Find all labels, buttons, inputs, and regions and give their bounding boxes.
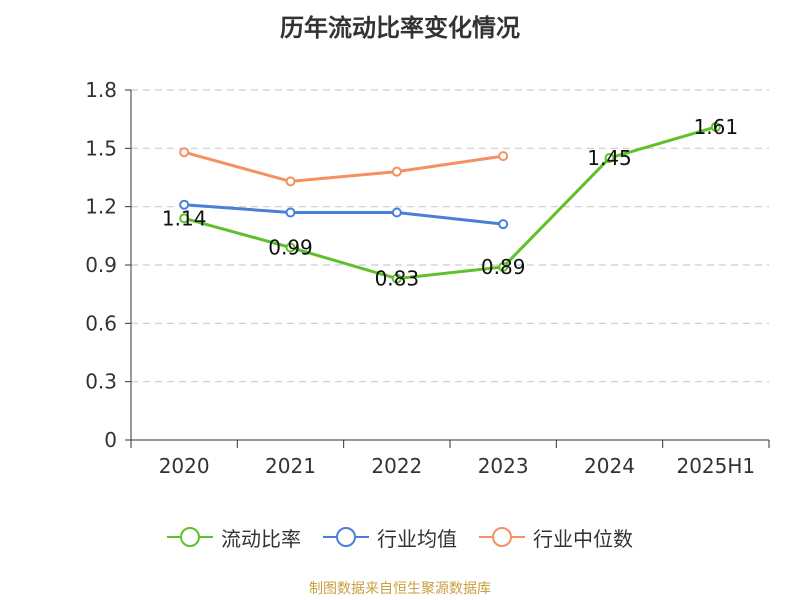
- x-tick-label: 2021: [265, 454, 316, 478]
- series-point: [285, 176, 296, 187]
- series-line: [184, 203, 504, 226]
- legend-marker: [180, 527, 200, 547]
- series-point: [391, 166, 402, 177]
- series-point: [498, 151, 509, 162]
- legend: 流动比率 行业均值 行业中位数: [0, 520, 800, 554]
- series-point: [710, 121, 721, 132]
- series-line: [183, 125, 717, 281]
- y-tick-label: 0.3: [85, 370, 117, 394]
- legend-item[interactable]: 流动比率: [167, 523, 301, 552]
- series-point: [604, 153, 615, 164]
- series-point: [179, 147, 190, 158]
- series-layer: [179, 121, 721, 284]
- legend-swatch-icon: [479, 527, 525, 547]
- data-label: 1.14: [162, 206, 207, 230]
- x-tick-label: 2025H1: [676, 454, 755, 478]
- data-label-layer: 1.14 0.99 0.83 0.89 1.45 1.61: [162, 115, 738, 291]
- legend-item[interactable]: 行业均值: [323, 523, 457, 552]
- legend-swatch-icon: [167, 527, 213, 547]
- x-tick-label: 2024: [584, 454, 635, 478]
- axis-layer: 0 0.3 0.6 0.9 1.2 1.5 1.8 2020 2021 2022 2023 2024 2…: [85, 78, 770, 478]
- series-point: [498, 219, 509, 230]
- data-label: 0.99: [268, 236, 313, 260]
- y-tick-label: 0: [104, 428, 117, 452]
- legend-label: 行业中位数: [533, 526, 633, 551]
- x-tick-label: 2022: [371, 454, 422, 478]
- series-line: [183, 150, 504, 183]
- y-tick-label: 1.5: [85, 136, 117, 160]
- source-note: 制图数据来自恒生聚源数据库: [309, 581, 491, 597]
- data-label: 0.89: [481, 255, 526, 279]
- series-point: [285, 207, 296, 218]
- x-tick-label: 2020: [159, 454, 210, 478]
- legend-marker: [336, 527, 356, 547]
- legend-label: 行业均值: [377, 526, 457, 551]
- x-tick-label: 2023: [478, 454, 529, 478]
- y-tick-label: 0.6: [85, 311, 117, 335]
- legend-marker: [492, 527, 512, 547]
- data-label: 0.83: [375, 267, 420, 291]
- series-point: [391, 273, 402, 284]
- chart-title: 历年流动比率变化情况: [280, 14, 520, 42]
- data-label: 1.61: [694, 115, 739, 139]
- series-point: [391, 207, 402, 218]
- data-label: 1.45: [587, 146, 632, 170]
- series-point: [498, 261, 509, 272]
- y-tick-label: 1.2: [85, 195, 117, 219]
- legend-item[interactable]: 行业中位数: [479, 523, 633, 552]
- legend-swatch-icon: [323, 527, 369, 547]
- legend-label: 流动比率: [221, 526, 301, 551]
- series-point: [179, 199, 190, 210]
- y-tick-label: 0.9: [85, 253, 117, 277]
- series-point: [285, 242, 296, 253]
- series-point: [179, 213, 190, 224]
- y-tick-label: 1.8: [85, 78, 117, 102]
- grid-layer: [131, 89, 769, 383]
